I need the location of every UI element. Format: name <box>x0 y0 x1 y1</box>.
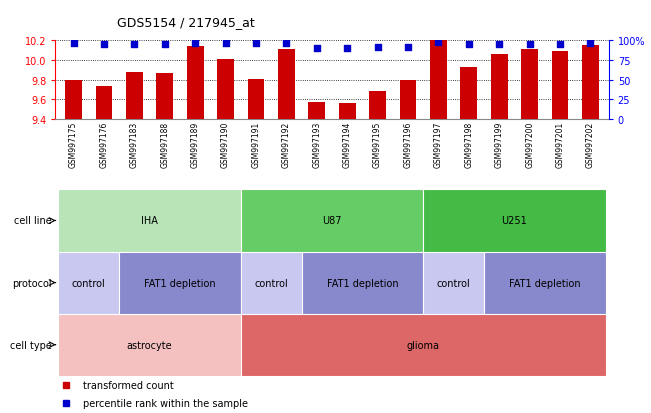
Point <box>129 41 139 48</box>
Text: FAT1 depletion: FAT1 depletion <box>509 278 581 288</box>
Text: control: control <box>437 278 471 288</box>
Bar <box>65 81 82 120</box>
Point <box>555 41 565 48</box>
Text: glioma: glioma <box>407 340 439 350</box>
Bar <box>241 314 605 376</box>
Bar <box>339 104 355 120</box>
Bar <box>241 252 301 314</box>
Text: FAT1 depletion: FAT1 depletion <box>144 278 215 288</box>
Bar <box>59 314 241 376</box>
Bar <box>460 68 477 120</box>
Point <box>68 40 79 47</box>
Point <box>433 40 443 46</box>
Point <box>525 41 535 48</box>
Bar <box>491 55 508 120</box>
Point <box>585 40 596 47</box>
Text: cell line: cell line <box>14 216 52 226</box>
Point <box>494 41 505 48</box>
Bar <box>369 91 386 120</box>
Text: transformed count: transformed count <box>83 380 174 390</box>
Text: control: control <box>255 278 288 288</box>
Bar <box>400 81 417 120</box>
Bar <box>59 190 241 252</box>
Text: astrocyte: astrocyte <box>127 340 173 350</box>
Point <box>464 41 474 48</box>
Text: IHA: IHA <box>141 216 158 226</box>
Bar <box>484 252 605 314</box>
Text: protocol: protocol <box>12 278 52 288</box>
Bar <box>551 52 568 120</box>
Text: U251: U251 <box>501 216 527 226</box>
Text: percentile rank within the sample: percentile rank within the sample <box>83 398 248 408</box>
Point <box>281 40 292 47</box>
Bar <box>59 252 119 314</box>
Point <box>99 42 109 48</box>
Bar <box>423 252 484 314</box>
Bar <box>156 74 173 120</box>
Bar <box>423 190 605 252</box>
Bar <box>96 86 113 120</box>
Point <box>190 40 201 47</box>
Bar <box>247 80 264 120</box>
Bar <box>119 252 241 314</box>
Point <box>342 46 352 52</box>
Bar <box>582 46 599 120</box>
Point <box>312 46 322 52</box>
Text: cell type: cell type <box>10 340 52 350</box>
Bar <box>187 47 204 120</box>
Text: GDS5154 / 217945_at: GDS5154 / 217945_at <box>117 16 255 29</box>
Bar <box>521 50 538 120</box>
Bar <box>309 103 325 120</box>
Text: FAT1 depletion: FAT1 depletion <box>327 278 398 288</box>
Point <box>159 41 170 48</box>
Bar <box>430 41 447 120</box>
Bar <box>126 73 143 120</box>
Bar <box>241 190 423 252</box>
Point <box>372 45 383 52</box>
Point <box>251 40 261 47</box>
Bar <box>217 60 234 120</box>
Bar <box>278 50 295 120</box>
Point <box>403 45 413 52</box>
Bar <box>301 252 423 314</box>
Point <box>221 40 231 47</box>
Text: control: control <box>72 278 105 288</box>
Text: U87: U87 <box>322 216 342 226</box>
